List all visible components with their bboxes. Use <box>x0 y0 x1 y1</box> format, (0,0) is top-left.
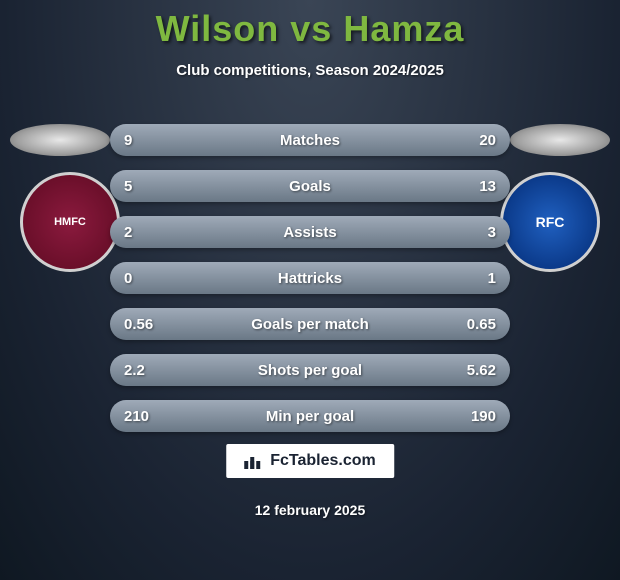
stat-left-value: 5 <box>124 178 132 195</box>
stat-row-shots-per-goal: 2.2 Shots per goal 5.62 <box>110 354 510 386</box>
stat-row-assists: 2 Assists 3 <box>110 216 510 248</box>
stat-label: Assists <box>110 224 510 241</box>
stat-left-value: 2.2 <box>124 362 145 379</box>
club-logo-left <box>20 172 120 272</box>
stat-label: Hattricks <box>110 270 510 287</box>
stat-right-value: 3 <box>488 224 496 241</box>
stat-left-value: 210 <box>124 408 149 425</box>
stat-right-value: 20 <box>479 132 496 149</box>
player-left-silhouette <box>10 124 110 156</box>
stat-right-value: 190 <box>471 408 496 425</box>
stat-label: Matches <box>110 132 510 149</box>
stat-row-goals-per-match: 0.56 Goals per match 0.65 <box>110 308 510 340</box>
stat-right-value: 5.62 <box>467 362 496 379</box>
stat-label: Shots per goal <box>110 362 510 379</box>
stat-row-hattricks: 0 Hattricks 1 <box>110 262 510 294</box>
stat-row-min-per-goal: 210 Min per goal 190 <box>110 400 510 432</box>
stat-row-matches: 9 Matches 20 <box>110 124 510 156</box>
stat-left-value: 9 <box>124 132 132 149</box>
stat-left-value: 0 <box>124 270 132 287</box>
branding-text: FcTables.com <box>270 452 376 470</box>
comparison-subtitle: Club competitions, Season 2024/2025 <box>0 62 620 79</box>
club-logo-right <box>500 172 600 272</box>
comparison-date: 12 february 2025 <box>0 502 620 518</box>
stat-label: Goals <box>110 178 510 195</box>
stat-row-goals: 5 Goals 13 <box>110 170 510 202</box>
stat-right-value: 0.65 <box>467 316 496 333</box>
stat-right-value: 13 <box>479 178 496 195</box>
stat-right-value: 1 <box>488 270 496 287</box>
stat-label: Goals per match <box>110 316 510 333</box>
stats-container: 9 Matches 20 5 Goals 13 2 Assists 3 0 Ha… <box>110 124 510 446</box>
stat-left-value: 0.56 <box>124 316 153 333</box>
stat-left-value: 2 <box>124 224 132 241</box>
branding-badge[interactable]: FcTables.com <box>226 444 394 478</box>
comparison-title: Wilson vs Hamza <box>0 0 620 50</box>
player-right-silhouette <box>510 124 610 156</box>
bar-chart-icon <box>244 453 264 469</box>
stat-label: Min per goal <box>110 408 510 425</box>
